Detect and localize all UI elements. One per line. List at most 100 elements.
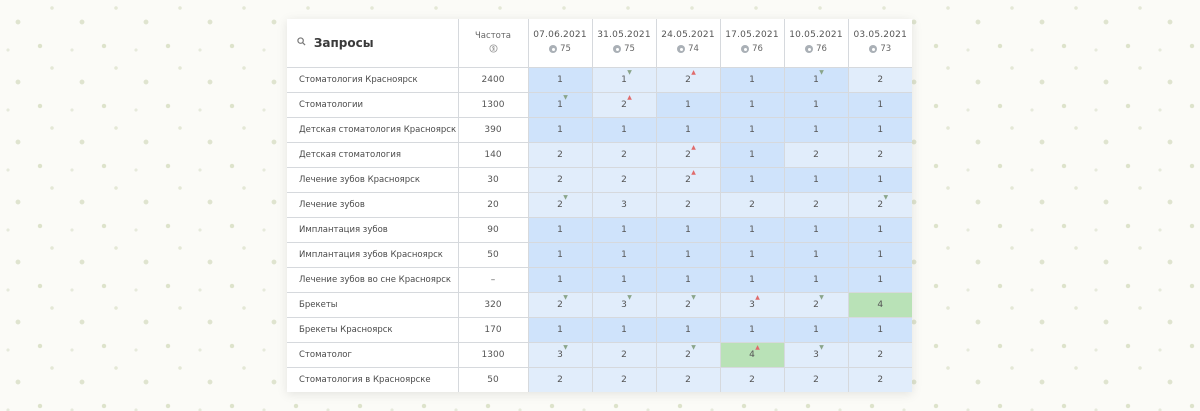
column-date: 17.05.2021: [725, 30, 779, 40]
avg-position-icon: [869, 45, 878, 53]
position-cell: 1: [784, 242, 849, 268]
position-value: 2: [557, 200, 563, 210]
position-down-icon: ▼: [627, 294, 632, 301]
frequency-cell: 140: [458, 142, 529, 168]
position-cell: 2: [848, 342, 912, 368]
position-value: 1: [557, 325, 563, 335]
position-cell: 1: [656, 317, 721, 343]
date-column-header[interactable]: 24.05.2021 74: [656, 19, 721, 68]
position-cell: 2 ▲: [656, 167, 721, 193]
position-cell: 2: [528, 167, 593, 193]
position-cell: 2: [848, 67, 912, 93]
position-cell: 3 ▼: [592, 292, 657, 318]
position-cell: 1: [528, 317, 593, 343]
position-up-icon: ▲: [755, 294, 760, 301]
position-value: 1: [813, 225, 819, 235]
position-cell: 2: [720, 192, 785, 218]
position-value: 1: [685, 325, 691, 335]
keyword-cell: Стоматология Красноярск: [287, 67, 459, 93]
position-cell: 1 ▼: [592, 67, 657, 93]
date-column-header[interactable]: 17.05.2021 76: [720, 19, 785, 68]
table-row[interactable]: Стоматолог 1300 3 ▼ 2 2 ▼ 4 ▲ 3 ▼ 2: [287, 342, 912, 368]
position-value: 1: [557, 275, 563, 285]
frequency-cell: 320: [458, 292, 529, 318]
keyword-cell: Лечение зубов во сне Красноярск: [287, 267, 459, 293]
rankings-card: Запросы Частота 07.06.2021 75 31.05.2021…: [287, 19, 912, 392]
position-cell: 1 ▼: [784, 67, 849, 93]
position-value: 1: [621, 275, 627, 285]
position-value: 1: [877, 125, 884, 135]
position-cell: 1: [720, 317, 785, 343]
query-column-header[interactable]: Запросы: [287, 19, 459, 68]
position-cell: 1: [784, 267, 849, 293]
position-value: 2: [749, 200, 755, 210]
table-row[interactable]: Стоматологии 1300 1 ▼ 2 ▲ 1 1 1 1: [287, 92, 912, 118]
position-cell: 1: [592, 242, 657, 268]
column-date: 10.05.2021: [789, 30, 843, 40]
column-date: 07.06.2021: [533, 30, 587, 40]
frequency-cell: 20: [458, 192, 529, 218]
position-cell: 2: [784, 142, 849, 168]
frequency-column-header[interactable]: Частота: [458, 19, 529, 68]
position-value: 4: [749, 350, 755, 360]
position-value: 1: [685, 275, 691, 285]
rankings-body: Стоматология Красноярск 2400 1 1 ▼ 2 ▲ 1 1 ▼ 2 Стом…: [287, 67, 912, 392]
position-value: 1: [749, 100, 755, 110]
position-cell: 1: [656, 117, 721, 143]
position-cell: 2: [528, 367, 593, 392]
date-column-header[interactable]: 03.05.2021 73: [848, 19, 912, 68]
position-cell: 2 ▼: [656, 292, 721, 318]
table-row[interactable]: Лечение зубов 20 2 ▼ 3 2 2 2 2 ▼: [287, 192, 912, 218]
position-value: 1: [749, 125, 755, 135]
position-cell: 1: [592, 117, 657, 143]
frequency-cell: 170: [458, 317, 529, 343]
keyword-cell: Лечение зубов: [287, 192, 459, 218]
position-cell: 1: [528, 267, 593, 293]
position-cell: 1: [592, 217, 657, 243]
date-column-header[interactable]: 31.05.2021 75: [592, 19, 657, 68]
table-row[interactable]: Стоматология в Красноярске 50 2 2 2 2 2 2: [287, 367, 912, 392]
position-cell: 1: [528, 242, 593, 268]
position-cell: 2: [592, 342, 657, 368]
table-row[interactable]: Лечение зубов Красноярск 30 2 2 2 ▲ 1 1 1: [287, 167, 912, 193]
position-cell: 4 ▲: [720, 342, 785, 368]
position-down-icon: ▼: [563, 344, 568, 351]
table-row[interactable]: Детская стоматология Красноярск 390 1 1 1 1 1 1: [287, 117, 912, 143]
position-value: 3: [557, 350, 563, 360]
position-cell: 1: [656, 92, 721, 118]
column-avg-position: 74: [688, 44, 699, 54]
table-row[interactable]: Детская стоматология 140 2 2 2 ▲ 1 2 2: [287, 142, 912, 168]
position-up-icon: ▲: [627, 94, 632, 101]
avg-position-icon: [613, 45, 622, 53]
table-row[interactable]: Брекеты Красноярск 170 1 1 1 1 1 1: [287, 317, 912, 343]
column-avg-position: 76: [752, 44, 763, 54]
position-cell: 1: [848, 117, 912, 143]
table-row[interactable]: Стоматология Красноярск 2400 1 1 ▼ 2 ▲ 1 1 ▼ 2: [287, 67, 912, 93]
position-cell: 2: [656, 367, 721, 392]
position-cell: 1: [720, 92, 785, 118]
position-value: 1: [557, 75, 563, 85]
position-value: 1: [749, 250, 755, 260]
table-row[interactable]: Имплантация зубов 90 1 1 1 1 1 1: [287, 217, 912, 243]
position-cell: 1: [784, 92, 849, 118]
position-up-icon: ▲: [755, 344, 760, 351]
position-cell: 2: [720, 367, 785, 392]
position-value: 1: [621, 325, 627, 335]
position-value: 1: [813, 175, 819, 185]
date-column-header[interactable]: 10.05.2021 76: [784, 19, 849, 68]
position-value: 1: [621, 125, 627, 135]
table-row[interactable]: Лечение зубов во сне Красноярск – 1 1 1 1 1 1: [287, 267, 912, 293]
position-value: 1: [813, 100, 819, 110]
position-cell: 2 ▼: [784, 292, 849, 318]
position-cell: 1: [528, 117, 593, 143]
table-row[interactable]: Брекеты 320 2 ▼ 3 ▼ 2 ▼ 3 ▲ 2 ▼ 4: [287, 292, 912, 318]
rankings-table: Запросы Частота 07.06.2021 75 31.05.2021…: [287, 19, 912, 392]
position-down-icon: ▼: [883, 194, 889, 201]
table-row[interactable]: Имплантация зубов Красноярск 50 1 1 1 1 1 1: [287, 242, 912, 268]
date-column-header[interactable]: 07.06.2021 75: [528, 19, 593, 68]
frequency-cell: 50: [458, 242, 529, 268]
position-down-icon: ▼: [819, 294, 824, 301]
position-cell: 1: [720, 242, 785, 268]
position-cell: 1: [720, 67, 785, 93]
position-value: 1: [813, 250, 819, 260]
